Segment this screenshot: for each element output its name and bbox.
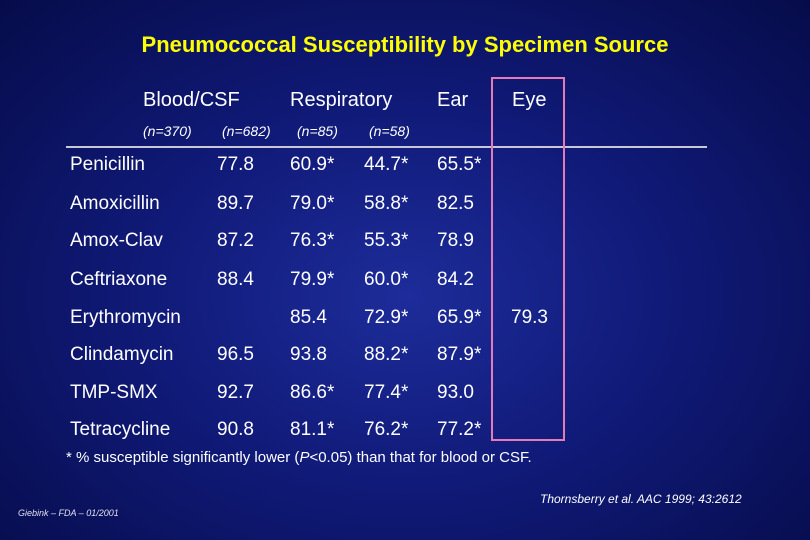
column-n-eye: (n=58) bbox=[369, 123, 410, 139]
value-cell: 60.9* bbox=[290, 154, 335, 175]
footnote-p: P bbox=[299, 449, 310, 466]
value-cell: 65.5* bbox=[437, 154, 482, 175]
footnote-prefix: * % susceptible significantly lower ( bbox=[66, 449, 300, 466]
drug-label: TMP-SMX bbox=[70, 382, 158, 403]
value-cell: 93.0 bbox=[437, 382, 474, 403]
value-cell: 76.3* bbox=[290, 230, 335, 251]
value-cell: 72.9* bbox=[364, 307, 409, 328]
eye-column-highlight bbox=[491, 77, 565, 441]
footnote: * % susceptible significantly lower (P<0… bbox=[66, 449, 532, 466]
source-citation: Thornsberry et al. AAC 1999; 43:2612 bbox=[540, 492, 742, 506]
value-cell: 78.9 bbox=[437, 230, 474, 251]
value-cell: 96.5 bbox=[217, 344, 254, 365]
value-cell: 44.7* bbox=[364, 154, 409, 175]
value-cell: 77.8 bbox=[217, 154, 254, 175]
column-header-eye: Eye bbox=[512, 89, 547, 111]
column-n-ear: (n=85) bbox=[297, 123, 338, 139]
drug-label: Erythromycin bbox=[70, 307, 181, 328]
value-cell: 79.0* bbox=[290, 193, 335, 214]
value-cell: 55.3* bbox=[364, 230, 409, 251]
value-cell: 89.7 bbox=[217, 193, 254, 214]
drug-label: Amoxicillin bbox=[70, 193, 160, 214]
value-cell: 88.2* bbox=[364, 344, 409, 365]
value-cell: 87.2 bbox=[217, 230, 254, 251]
value-cell: 77.2* bbox=[437, 419, 482, 440]
value-cell: 65.9* bbox=[437, 307, 482, 328]
value-cell: 90.8 bbox=[217, 419, 254, 440]
drug-label: Penicillin bbox=[70, 154, 145, 175]
column-header-blood-csf: Blood/CSF bbox=[143, 89, 240, 111]
value-cell: 85.4 bbox=[290, 307, 327, 328]
value-cell: 76.2* bbox=[364, 419, 409, 440]
value-cell: 86.6* bbox=[290, 382, 335, 403]
drug-label: Ceftriaxone bbox=[70, 269, 168, 290]
header-divider bbox=[66, 146, 707, 148]
drug-label: Clindamycin bbox=[70, 344, 174, 365]
drug-label: Tetracycline bbox=[70, 419, 171, 440]
value-cell: 87.9* bbox=[437, 344, 482, 365]
drug-label: Amox-Clav bbox=[70, 230, 163, 251]
value-cell: 77.4* bbox=[364, 382, 409, 403]
value-cell: 58.8* bbox=[364, 193, 409, 214]
value-cell: 88.4 bbox=[217, 269, 254, 290]
slide-title: Pneumococcal Susceptibility by Specimen … bbox=[141, 32, 669, 57]
value-cell: 81.1* bbox=[290, 419, 335, 440]
presenter-credit: Giebink – FDA – 01/2001 bbox=[18, 508, 119, 518]
value-cell: 60.0* bbox=[364, 269, 409, 290]
value-cell: 92.7 bbox=[217, 382, 254, 403]
column-n-respiratory: (n=682) bbox=[222, 123, 271, 139]
column-n-blood-csf: (n=370) bbox=[143, 123, 192, 139]
value-cell: 93.8 bbox=[290, 344, 327, 365]
value-cell: 84.2 bbox=[437, 269, 474, 290]
value-cell: 79.3 bbox=[511, 307, 548, 328]
value-cell: 79.9* bbox=[290, 269, 335, 290]
column-header-respiratory: Respiratory bbox=[290, 89, 393, 111]
value-cell: 82.5 bbox=[437, 193, 474, 214]
footnote-suffix: <0.05) than that for blood or CSF. bbox=[309, 449, 532, 466]
column-header-ear: Ear bbox=[437, 89, 469, 111]
